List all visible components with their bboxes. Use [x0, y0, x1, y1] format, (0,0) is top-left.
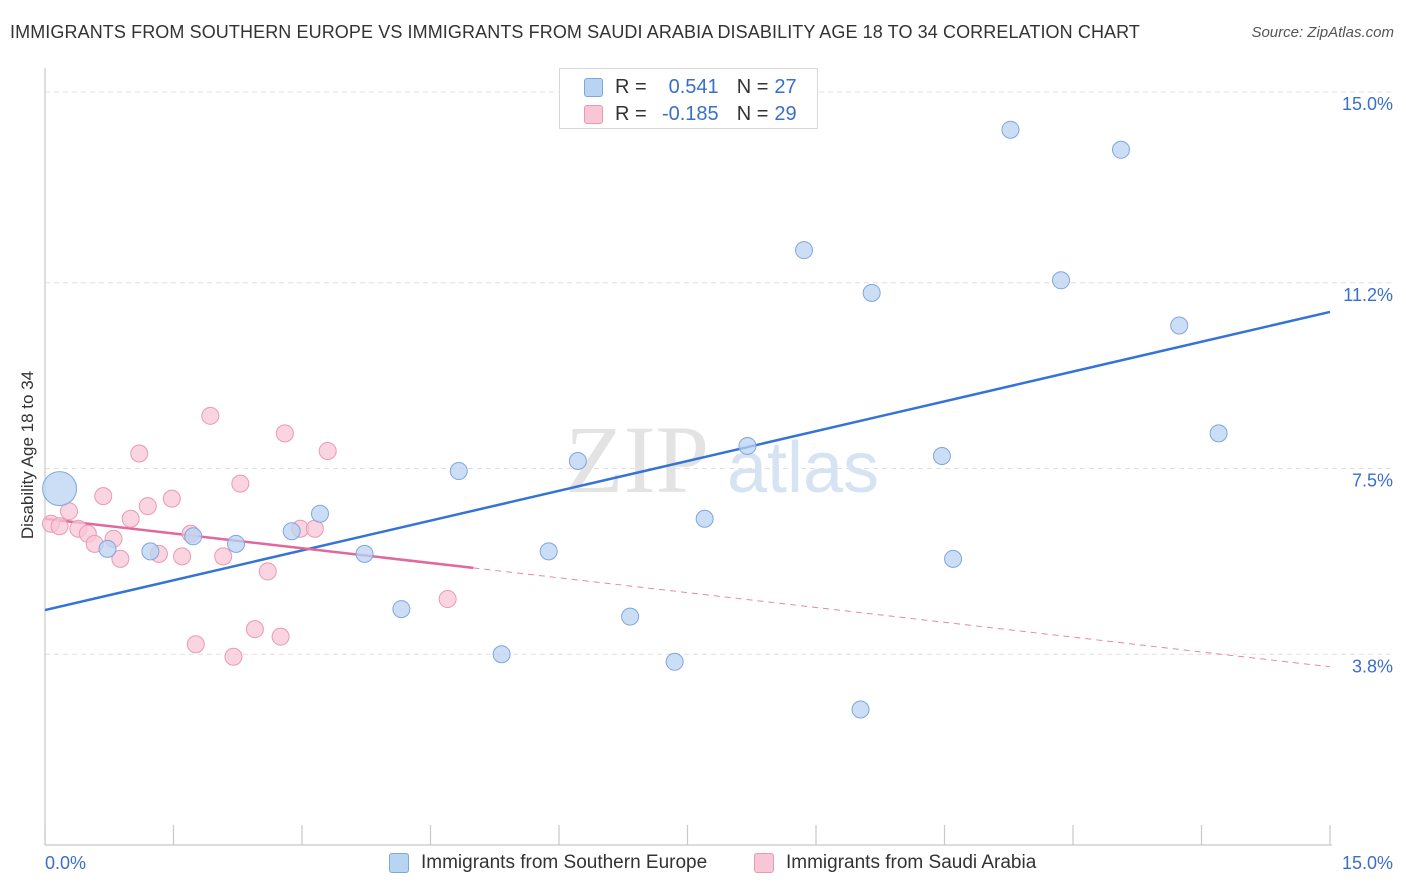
data-point-southern-europe [184, 527, 203, 546]
legend-n-label: N = [736, 102, 769, 125]
data-point-southern-europe [568, 452, 587, 470]
y-tick-label: 15.0% [1342, 94, 1393, 114]
axes [44, 68, 1332, 846]
data-point-southern-europe [141, 542, 160, 561]
data-point-saudi-arabia [173, 547, 192, 566]
chart-title: IMMIGRANTS FROM SOUTHERN EUROPE VS IMMIG… [10, 22, 1141, 42]
y-tick-label: 3.8% [1352, 656, 1393, 676]
data-point-saudi-arabia [275, 424, 294, 443]
legend-r-label: R = [615, 75, 647, 98]
grid-lines [45, 91, 1392, 655]
legend-n-value: 27 [774, 75, 797, 98]
data-point-saudi-arabia [94, 487, 113, 506]
data-point-southern-europe [738, 436, 757, 455]
data-point-southern-europe [449, 462, 468, 481]
data-point-southern-europe [310, 504, 329, 523]
trend-line-southern-europe [44, 310, 1331, 612]
watermark-zip: ZIP [565, 406, 709, 513]
data-point-southern-europe [1170, 316, 1189, 335]
legend-swatch-blue [584, 77, 603, 97]
watermark: ZIP atlas [565, 406, 879, 513]
data-point-saudi-arabia [130, 444, 149, 463]
data-point-saudi-arabia [271, 627, 290, 646]
data-point-saudi-arabia [50, 517, 69, 536]
legend-label-southern-europe: Immigrants from Southern Europe [421, 852, 708, 873]
series-legend: Immigrants from Southern Europe Immigran… [0, 852, 1406, 878]
data-point-saudi-arabia [201, 406, 220, 425]
data-point-saudi-arabia [138, 497, 157, 516]
data-point-southern-europe [392, 600, 411, 619]
data-point-southern-europe [621, 607, 640, 626]
x-tick-label: 0.0% [45, 853, 86, 873]
data-points [41, 120, 1228, 719]
data-point-southern-europe [1001, 120, 1020, 139]
legend-row-southern-europe: R = 0.541 N = 27 [584, 74, 797, 100]
legend-n-value: 29 [774, 102, 797, 125]
source-label: Source: ZipAtlas.com [1251, 24, 1394, 41]
data-point-southern-europe [1052, 271, 1071, 290]
data-point-saudi-arabia [111, 549, 130, 568]
legend-swatch-pink [754, 853, 774, 873]
legend-r-value: -0.185 [661, 102, 719, 125]
data-point-saudi-arabia [162, 489, 181, 508]
data-point-southern-europe [932, 446, 951, 465]
data-point-saudi-arabia [224, 647, 243, 666]
data-point-southern-europe [42, 471, 78, 507]
correlation-legend: R = 0.541 N = 27 R = -0.185 N = 29 [559, 68, 818, 129]
legend-item-southern-europe[interactable]: Immigrants from Southern Europe [389, 852, 707, 874]
data-point-southern-europe [695, 509, 714, 528]
data-point-saudi-arabia [214, 547, 233, 566]
data-point-southern-europe [282, 522, 301, 541]
trend-line-saudi-arabia-extrapolated [473, 567, 1331, 668]
data-point-southern-europe [944, 549, 963, 568]
trend-lines [44, 310, 1331, 668]
legend-n-label: N = [736, 75, 769, 98]
y-tick-label: 11.2% [1343, 285, 1393, 305]
data-point-southern-europe [1111, 140, 1130, 159]
legend-label-saudi-arabia: Immigrants from Saudi Arabia [786, 852, 1037, 873]
legend-item-saudi-arabia[interactable]: Immigrants from Saudi Arabia [754, 852, 1036, 874]
data-point-southern-europe [795, 241, 814, 260]
data-point-southern-europe [355, 544, 374, 563]
trend-line-saudi-arabia [44, 517, 474, 570]
data-point-southern-europe [1209, 424, 1228, 443]
data-point-saudi-arabia [305, 519, 324, 538]
legend-r-value: 0.541 [668, 75, 719, 98]
data-point-saudi-arabia [231, 474, 250, 493]
tick-labels: 3.8% 7.5% 11.2% 15.0% 0.0% 15.0% [45, 94, 1393, 873]
x-tick-label: 15.0% [1342, 853, 1393, 873]
data-point-saudi-arabia [245, 620, 264, 639]
data-point-southern-europe [665, 652, 684, 671]
data-point-southern-europe [851, 700, 870, 719]
legend-row-saudi-arabia: R = -0.185 N = 29 [584, 101, 797, 127]
data-point-southern-europe [492, 645, 511, 664]
y-tick-label: 7.5% [1352, 471, 1393, 491]
data-point-saudi-arabia [186, 635, 205, 654]
data-point-saudi-arabia [318, 441, 337, 460]
legend-swatch-blue [389, 853, 409, 873]
legend-r-label: R = [615, 102, 647, 125]
data-point-saudi-arabia [438, 590, 457, 609]
data-point-saudi-arabia [258, 562, 277, 581]
data-point-saudi-arabia [121, 509, 140, 528]
data-point-southern-europe [227, 534, 246, 553]
data-point-southern-europe [862, 283, 881, 302]
legend-swatch-pink [584, 104, 603, 124]
data-point-southern-europe [98, 539, 117, 558]
data-point-southern-europe [539, 542, 558, 561]
